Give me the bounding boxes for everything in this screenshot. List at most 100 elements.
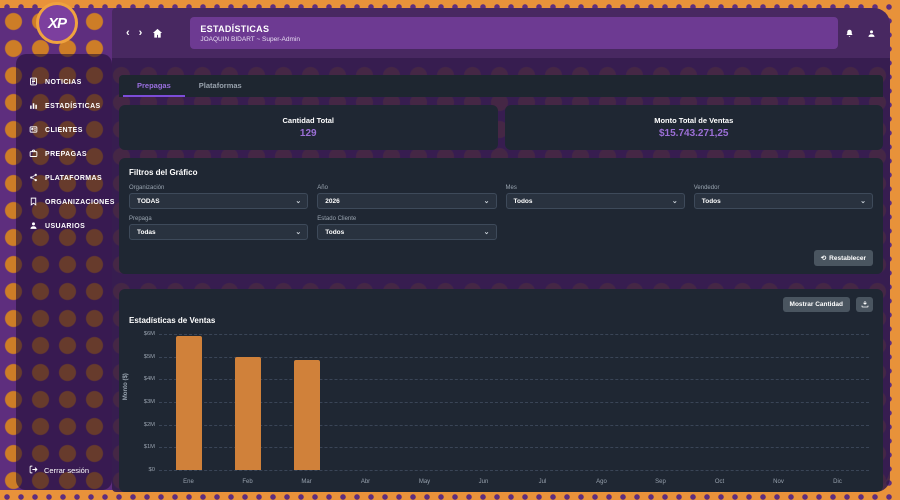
logout-icon (29, 465, 38, 476)
gridline (159, 379, 869, 381)
sidebar-item-plataformas[interactable]: PLATAFORMAS (16, 166, 112, 190)
app-logo[interactable]: XP (36, 2, 78, 44)
sidebar-item-estadisticas[interactable]: ESTADÍSTICAS (16, 94, 112, 118)
y-tick-label: $6M (143, 331, 155, 337)
y-tick-label: $2M (143, 421, 155, 428)
sidebar-item-organizaciones[interactable]: ORGANIZACIONES (16, 190, 114, 214)
bar-chart-icon (29, 101, 38, 112)
bar-Ene (175, 336, 202, 470)
bar-Feb (234, 356, 261, 470)
estado-cliente-select[interactable]: Todos ⌄ (317, 224, 497, 240)
back-icon[interactable]: ‹ (126, 26, 130, 39)
chevron-down-icon: ⌄ (483, 229, 490, 236)
x-tick-label: Ene (183, 479, 194, 485)
home-icon[interactable] (152, 28, 163, 39)
bookmark-icon (29, 197, 38, 208)
organizacion-select[interactable]: TODAS ⌄ (129, 193, 309, 209)
download-button[interactable] (856, 297, 873, 312)
filter-label: Mes (505, 185, 517, 191)
stat-value: $15.743.271,25 (658, 128, 729, 139)
stat-card-monto: Monto Total de Ventas $15.743.271,25 (504, 105, 883, 150)
filters-card: Filtros del Gráfico Organización TODAS ⌄ … (119, 158, 883, 274)
x-tick-label: Mar (301, 479, 312, 485)
y-tick-label: $1M (143, 444, 155, 451)
bell-icon[interactable] (845, 29, 854, 38)
filter-label: Organización (129, 185, 165, 191)
stat-card-cantidad: Cantidad Total 129 (119, 105, 498, 150)
gridline (159, 470, 869, 471)
account-icon[interactable] (867, 29, 876, 38)
chevron-down-icon: ⌄ (860, 198, 866, 205)
filter-organizacion: Organización TODAS ⌄ (129, 185, 309, 209)
chart-plot: Monto ($) $0 $1M $2M $3M $4M $5M $6M Ene Feb Mar A… (123, 329, 873, 486)
chart-title: Estadísticas de Ventas (129, 316, 216, 325)
stat-cards-row: Cantidad Total 129 Monto Total de Ventas… (119, 105, 883, 150)
sidebar-item-noticias[interactable]: NOTICIAS (16, 70, 112, 94)
chevron-down-icon: ⌄ (483, 198, 490, 205)
filter-vendedor: Vendedor Todos ⌄ (693, 185, 873, 209)
forward-icon[interactable]: › (138, 26, 143, 39)
stat-value: 129 (299, 128, 317, 139)
vendedor-select[interactable]: Todos ⌄ (693, 193, 873, 209)
sidebar-item-label: USUARIOS (45, 222, 86, 230)
id-card-icon (29, 125, 38, 136)
x-tick-label: Feb (242, 479, 253, 485)
filter-mes: Mes Todos ⌄ (505, 185, 685, 209)
y-tick-label: $4M (143, 376, 155, 383)
x-tick-label: Abr (360, 479, 371, 485)
x-tick-label: Dic (833, 479, 842, 485)
tab-bar: Prepagas Plataformas (119, 75, 883, 97)
filter-label: Vendedor (693, 185, 720, 191)
filter-label: Año (317, 185, 328, 191)
gridline (159, 447, 869, 449)
show-quantity-button[interactable]: Mostrar Cantidad (782, 297, 850, 312)
ano-select[interactable]: 2026 ⌄ (317, 193, 497, 209)
gridline (159, 402, 869, 403)
x-tick-label: Jul (538, 479, 547, 485)
stat-title: Monto Total de Ventas (654, 116, 734, 125)
x-tick-label: Jun (478, 479, 489, 485)
chevron-down-icon: ⌄ (295, 198, 302, 205)
gridline (159, 334, 869, 335)
sidebar: NOTICIAS ESTADÍSTICAS CLIENTES PREPAGAS … (16, 54, 114, 490)
x-tick-label: Ago (596, 479, 607, 485)
gridline (159, 424, 869, 426)
reset-button[interactable]: ⟲ Restablecer (813, 250, 873, 266)
prepaga-select[interactable]: Todas ⌄ (129, 224, 309, 240)
page-title: ESTADÍSTICAS (200, 23, 270, 34)
reset-icon: ⟲ (820, 255, 827, 262)
x-tick-label: Oct (714, 479, 725, 485)
sidebar-item-prepagas[interactable]: PREPAGAS (16, 142, 112, 166)
briefcase-icon (29, 149, 38, 160)
y-tick-label: $3M (143, 399, 155, 405)
gridline (159, 356, 869, 358)
tab-plataformas[interactable]: Plataformas (198, 80, 242, 90)
sidebar-item-clientes[interactable]: CLIENTES (16, 118, 112, 142)
filter-prepaga: Prepaga Todas ⌄ (129, 216, 309, 240)
sidebar-item-label: PREPAGAS (45, 150, 87, 158)
sidebar-item-usuarios[interactable]: USUARIOS (16, 214, 112, 238)
x-tick-label: Sep (655, 479, 666, 485)
stat-title: Cantidad Total (282, 116, 335, 125)
share-icon (29, 173, 38, 184)
filter-estado-cliente: Estado Cliente Todos ⌄ (317, 216, 497, 240)
chart-card: Mostrar Cantidad Estadísticas de Ventas … (119, 289, 883, 492)
page-title-box: ESTADÍSTICAS JOAQUIN BIDART ~ Super-Admi… (190, 17, 839, 49)
x-tick-label: Nov (773, 479, 784, 485)
page-subtitle: JOAQUIN BIDART ~ Super-Admin (200, 35, 300, 43)
sidebar-item-label: CLIENTES (45, 126, 83, 134)
sidebar-item-label: ESTADÍSTICAS (45, 102, 101, 110)
bar-Mar (293, 360, 320, 470)
filter-ano: Año 2026 ⌄ (317, 185, 497, 209)
mes-select[interactable]: Todos ⌄ (505, 193, 685, 209)
y-tick-label: $0 (148, 467, 155, 473)
filter-label: Prepaga (129, 216, 152, 222)
header-bar: ‹ › ESTADÍSTICAS JOAQUIN BIDART ~ Super-… (112, 8, 890, 58)
filter-label: Estado Cliente (317, 216, 357, 222)
download-icon (861, 300, 869, 310)
logout-button[interactable]: Cerrar sesión (16, 465, 112, 476)
sidebar-item-label: PLATAFORMAS (45, 174, 103, 182)
news-icon (29, 77, 38, 88)
filters-title: Filtros del Gráfico (129, 168, 198, 177)
tab-prepagas[interactable]: Prepagas (123, 75, 185, 97)
